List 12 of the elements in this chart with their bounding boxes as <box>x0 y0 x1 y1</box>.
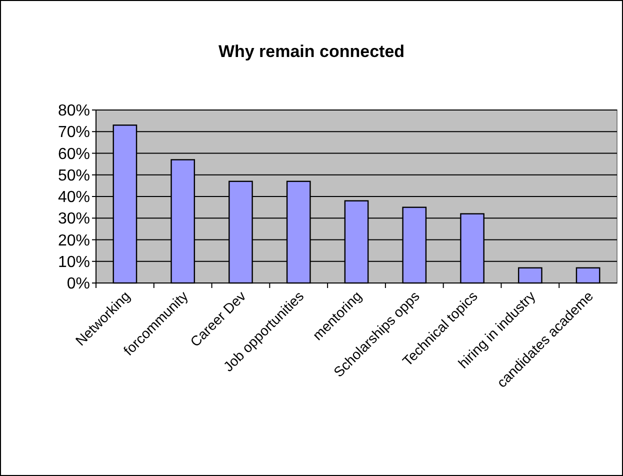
y-tick-label: 60% <box>58 146 90 163</box>
y-tick-label: 10% <box>58 254 90 271</box>
y-tick-label: 20% <box>58 232 90 250</box>
bar <box>576 267 600 284</box>
y-tick-label: 80% <box>58 102 90 120</box>
y-tick-label: 70% <box>58 124 90 142</box>
y-tick-label: 0% <box>66 276 90 293</box>
bar <box>518 267 542 284</box>
y-tick-label: 30% <box>58 210 90 228</box>
y-tick-label: 40% <box>58 189 90 206</box>
chart-title: Why remain connected <box>218 42 405 61</box>
y-tick-label: 50% <box>58 167 90 184</box>
